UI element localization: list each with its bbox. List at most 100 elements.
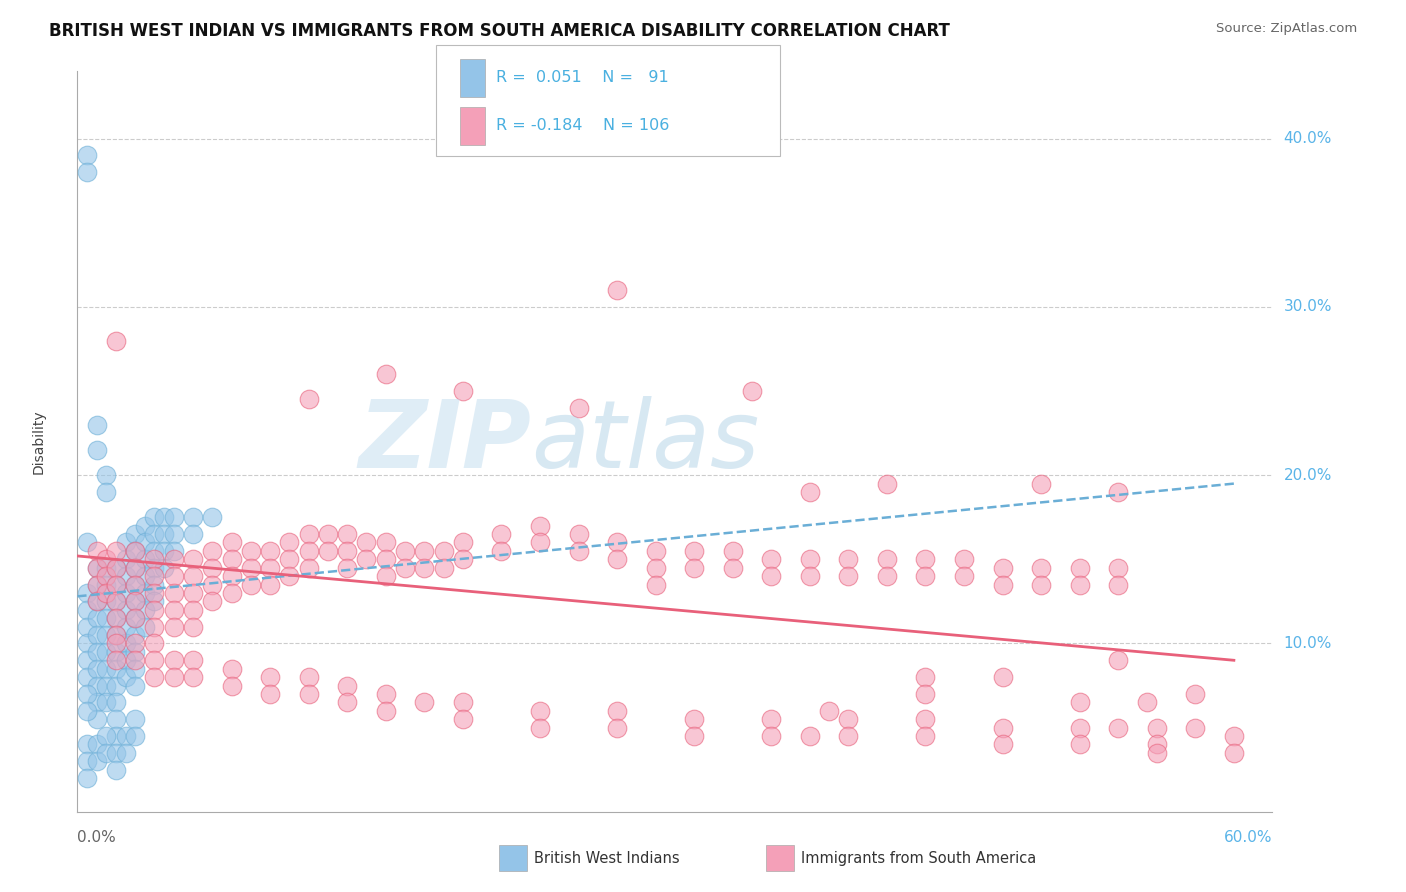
Point bbox=[606, 704, 628, 718]
Point bbox=[76, 704, 98, 718]
Point bbox=[114, 569, 136, 583]
Point bbox=[86, 679, 108, 693]
Point bbox=[181, 569, 204, 583]
Point bbox=[491, 544, 513, 558]
Point bbox=[86, 544, 108, 558]
Point bbox=[86, 628, 108, 642]
Point bbox=[86, 560, 108, 574]
Point bbox=[356, 552, 378, 566]
Point bbox=[76, 586, 98, 600]
Point bbox=[76, 148, 98, 162]
Point bbox=[1223, 746, 1246, 760]
Point bbox=[104, 662, 127, 676]
Point bbox=[239, 544, 262, 558]
Point bbox=[761, 569, 783, 583]
Point bbox=[221, 569, 243, 583]
Point bbox=[683, 544, 706, 558]
Point bbox=[432, 544, 454, 558]
Point bbox=[86, 594, 108, 608]
Point bbox=[114, 670, 136, 684]
Point bbox=[96, 746, 118, 760]
Point bbox=[239, 577, 262, 591]
Point bbox=[374, 552, 396, 566]
Point bbox=[76, 653, 98, 667]
Point bbox=[799, 729, 821, 743]
Point bbox=[1069, 577, 1091, 591]
Point bbox=[1069, 738, 1091, 752]
Point bbox=[86, 577, 108, 591]
Text: 40.0%: 40.0% bbox=[1284, 131, 1331, 146]
Point bbox=[1184, 721, 1206, 735]
Point bbox=[96, 577, 118, 591]
Point bbox=[124, 560, 146, 574]
Point bbox=[837, 569, 859, 583]
Point bbox=[143, 653, 166, 667]
Point bbox=[181, 586, 204, 600]
Point bbox=[336, 527, 359, 541]
Point bbox=[114, 603, 136, 617]
Point bbox=[124, 527, 146, 541]
Point bbox=[336, 679, 359, 693]
Point bbox=[143, 636, 166, 650]
Point bbox=[761, 552, 783, 566]
Point bbox=[914, 552, 936, 566]
Point bbox=[124, 628, 146, 642]
Point bbox=[76, 636, 98, 650]
Point bbox=[991, 738, 1014, 752]
Point bbox=[153, 510, 176, 524]
Point bbox=[644, 544, 666, 558]
Point bbox=[104, 653, 127, 667]
Point bbox=[606, 721, 628, 735]
Point bbox=[298, 544, 321, 558]
Point bbox=[336, 544, 359, 558]
Point bbox=[181, 510, 204, 524]
Point bbox=[278, 552, 301, 566]
Point bbox=[221, 535, 243, 549]
Point bbox=[104, 577, 127, 591]
Point bbox=[239, 560, 262, 574]
Text: 10.0%: 10.0% bbox=[1284, 636, 1331, 651]
Point bbox=[451, 552, 474, 566]
Point bbox=[124, 645, 146, 659]
Point bbox=[991, 721, 1014, 735]
Point bbox=[124, 577, 146, 591]
Point bbox=[181, 653, 204, 667]
Point bbox=[298, 687, 321, 701]
Point bbox=[683, 712, 706, 726]
Point bbox=[606, 283, 628, 297]
Point bbox=[451, 535, 474, 549]
Point bbox=[163, 527, 186, 541]
Point bbox=[606, 535, 628, 549]
Point bbox=[529, 721, 551, 735]
Point bbox=[1029, 577, 1052, 591]
Point bbox=[259, 560, 281, 574]
Point bbox=[298, 560, 321, 574]
Point bbox=[876, 552, 898, 566]
Point bbox=[143, 544, 166, 558]
Point bbox=[761, 729, 783, 743]
Text: 30.0%: 30.0% bbox=[1284, 300, 1331, 314]
Point bbox=[153, 544, 176, 558]
Point bbox=[76, 670, 98, 684]
Point bbox=[413, 544, 436, 558]
Point bbox=[153, 527, 176, 541]
Point bbox=[124, 544, 146, 558]
Point bbox=[336, 695, 359, 709]
Point bbox=[76, 754, 98, 768]
Point bbox=[683, 560, 706, 574]
Point bbox=[914, 670, 936, 684]
Point bbox=[104, 594, 127, 608]
Point bbox=[124, 729, 146, 743]
Point bbox=[104, 577, 127, 591]
Point bbox=[1069, 695, 1091, 709]
Point bbox=[914, 729, 936, 743]
Point bbox=[374, 368, 396, 382]
Point bbox=[96, 586, 118, 600]
Point bbox=[96, 485, 118, 500]
Point bbox=[298, 527, 321, 541]
Point bbox=[134, 603, 156, 617]
Point bbox=[86, 560, 108, 574]
Point bbox=[413, 695, 436, 709]
Point bbox=[1107, 485, 1129, 500]
Point bbox=[914, 712, 936, 726]
